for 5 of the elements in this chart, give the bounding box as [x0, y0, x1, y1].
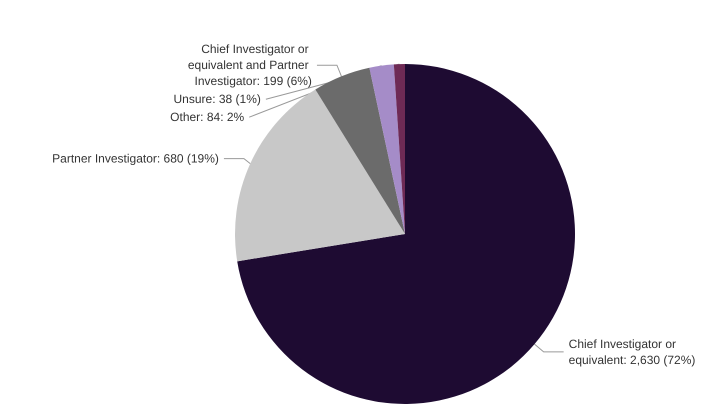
slice-label: Unsure: 38 (1%): [174, 92, 261, 106]
slice-label: Other: 84: 2%: [170, 110, 245, 124]
slice-label: Partner Investigator: 680 (19%): [52, 152, 219, 166]
slice-label: Chief Investigator or equivalent and Partner Investigator: 199 (6%): [188, 42, 312, 88]
slice-label: Chief Investigator or equivalent: 2,630 (72%): [568, 336, 696, 367]
